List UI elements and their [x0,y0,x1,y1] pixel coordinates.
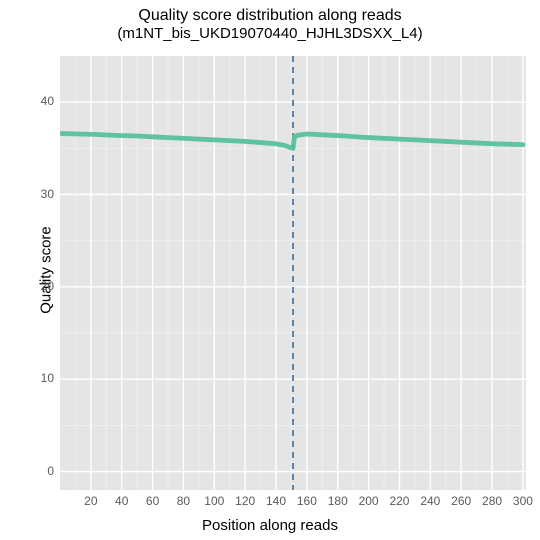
plot-data [60,56,526,490]
y-axis-label: Quality score [37,226,54,314]
x-tick: 140 [261,494,291,508]
x-tick: 60 [138,494,168,508]
x-tick: 160 [292,494,322,508]
x-tick: 180 [323,494,353,508]
x-axis-label: Position along reads [0,517,540,534]
x-tick: 280 [477,494,507,508]
y-tick: 20 [20,279,54,293]
y-tick: 10 [20,371,54,385]
chart-title-line2: (m1NT_bis_UKD19070440_HJHL3DSXX_L4) [0,25,540,43]
x-tick: 260 [446,494,476,508]
x-tick: 40 [107,494,137,508]
plot-panel [60,56,526,490]
x-tick: 120 [230,494,260,508]
chart-title: Quality score distribution along reads (… [0,6,540,43]
x-tick: 240 [415,494,445,508]
y-tick: 30 [20,187,54,201]
quality-score-series [62,134,523,149]
x-tick: 220 [384,494,414,508]
x-tick: 200 [354,494,384,508]
x-tick: 20 [76,494,106,508]
x-tick: 80 [168,494,198,508]
y-tick: 40 [20,94,54,108]
y-tick: 0 [20,464,54,478]
x-tick: 300 [508,494,538,508]
x-tick: 100 [199,494,229,508]
chart-title-line1: Quality score distribution along reads [0,6,540,25]
